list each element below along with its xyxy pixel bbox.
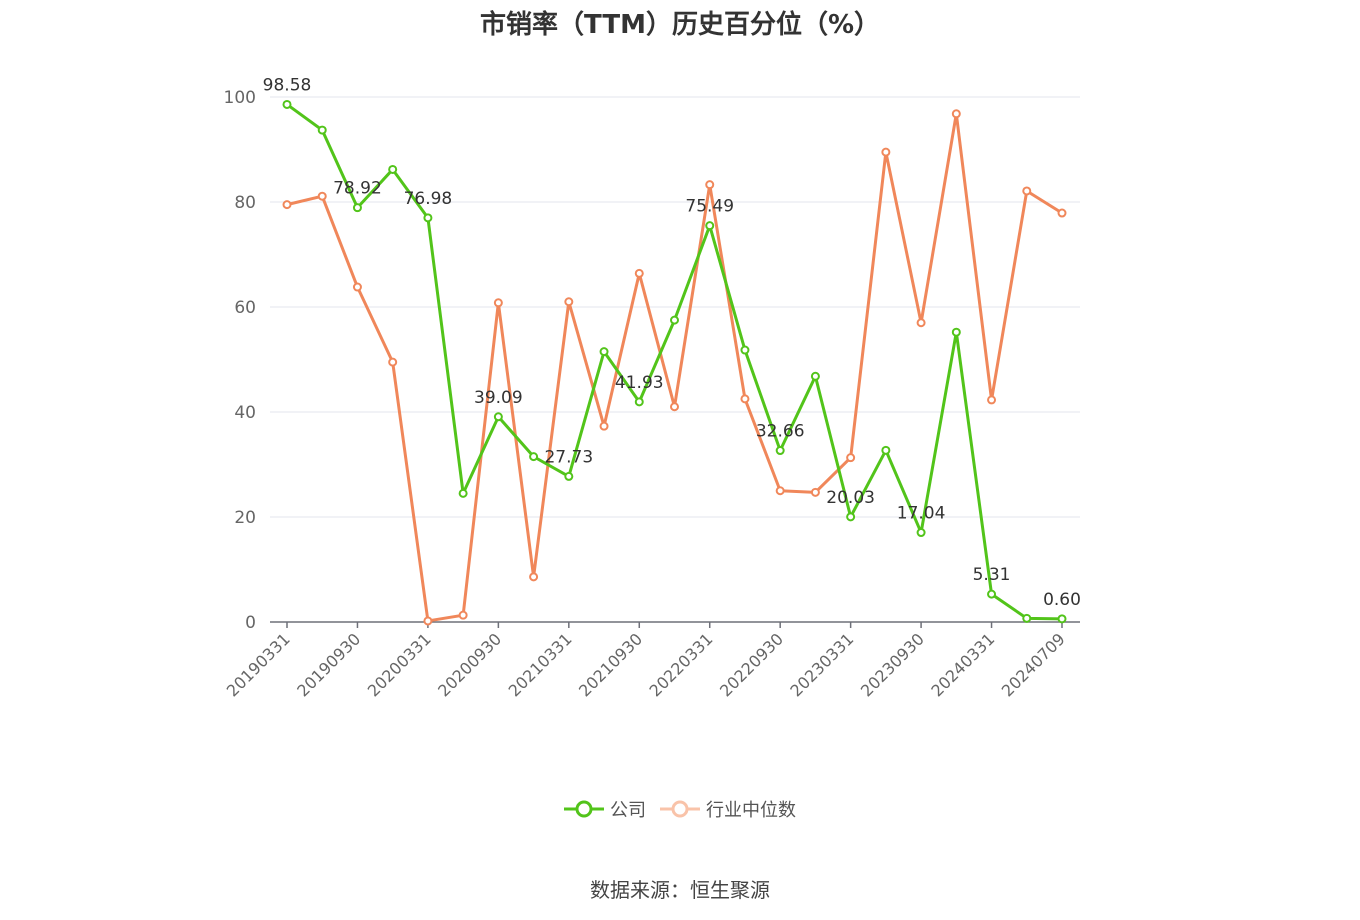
point-company xyxy=(599,347,609,357)
point-company xyxy=(846,512,856,522)
legend-item-industry-median[interactable]: 行业中位数 xyxy=(660,796,796,822)
point-company xyxy=(423,213,433,223)
legend: 公司 行业中位数 xyxy=(0,796,1360,822)
point-industry-median xyxy=(846,453,856,463)
data-label: 27.73 xyxy=(544,447,593,467)
legend-label-company: 公司 xyxy=(610,800,646,821)
x-tick-label: 20230331 xyxy=(786,629,857,700)
point-company xyxy=(388,164,398,174)
data-label: 17.04 xyxy=(897,504,946,524)
point-company xyxy=(1022,613,1032,623)
data-labels: 98.58 78.92 76.98 39.09 27.73 41.93 75.49 32.66… xyxy=(263,75,1081,609)
point-company xyxy=(705,221,715,231)
data-label: 75.49 xyxy=(685,197,734,217)
point-company xyxy=(529,452,539,462)
point-company xyxy=(352,203,362,213)
point-industry-median xyxy=(881,147,891,157)
data-label: 5.31 xyxy=(973,565,1011,585)
point-industry-median xyxy=(493,298,503,308)
y-tick-label: 40 xyxy=(234,403,256,423)
data-label: 20.03 xyxy=(826,488,875,508)
point-industry-median xyxy=(740,394,750,404)
point-company xyxy=(951,327,961,337)
point-industry-median xyxy=(810,487,820,497)
point-industry-median xyxy=(1057,208,1067,218)
point-industry-median xyxy=(670,402,679,412)
data-label: 76.98 xyxy=(404,189,453,209)
x-tick-label: 20210331 xyxy=(505,629,576,700)
grid-lines xyxy=(270,96,1080,518)
point-industry-median xyxy=(317,191,327,201)
y-tick-label: 100 xyxy=(224,88,256,108)
point-industry-median xyxy=(987,395,997,405)
point-company xyxy=(987,589,997,599)
y-tick-label: 20 xyxy=(234,508,256,528)
legend-label-industry-median: 行业中位数 xyxy=(706,800,796,821)
point-company xyxy=(740,345,750,355)
point-company xyxy=(670,315,679,325)
point-industry-median xyxy=(282,200,292,210)
series-layer xyxy=(282,99,1067,626)
point-industry-median xyxy=(388,357,398,367)
x-tick-label: 20190930 xyxy=(293,629,364,700)
point-industry-median xyxy=(775,486,785,496)
point-industry-median xyxy=(599,421,609,431)
x-tick-label: 20240709 xyxy=(998,629,1069,700)
point-industry-median xyxy=(352,282,362,292)
point-company xyxy=(282,99,292,109)
x-tick-label: 20220331 xyxy=(646,629,717,700)
data-label: 0.60 xyxy=(1043,590,1081,610)
point-company xyxy=(1057,614,1067,624)
chart-title: 市销率（TTM）历史百分位（%） xyxy=(480,10,880,40)
data-label: 32.66 xyxy=(756,422,805,442)
data-label: 98.58 xyxy=(263,75,312,95)
legend-item-company[interactable]: 公司 xyxy=(564,796,646,822)
point-company xyxy=(564,471,574,481)
point-industry-median xyxy=(529,572,539,582)
x-tick-label: 20240331 xyxy=(927,629,998,700)
x-tick-label: 20220930 xyxy=(716,629,787,700)
point-industry-median xyxy=(634,268,644,278)
point-industry-median xyxy=(564,297,574,307)
data-source: 数据来源：恒生聚源 xyxy=(590,878,770,902)
point-industry-median xyxy=(423,616,433,626)
point-company xyxy=(810,371,820,381)
point-company xyxy=(634,397,644,407)
point-industry-median xyxy=(916,318,926,328)
x-tick-label: 20200331 xyxy=(364,629,435,700)
point-company xyxy=(493,412,503,422)
point-company xyxy=(916,528,926,538)
point-industry-median xyxy=(951,109,961,119)
y-tick-label: 0 xyxy=(245,613,256,633)
data-label: 78.92 xyxy=(333,179,382,199)
x-tick-label: 20210930 xyxy=(575,629,646,700)
legend-line-circle-icon xyxy=(564,800,604,818)
x-tick-label: 20230930 xyxy=(857,629,928,700)
point-industry-median xyxy=(458,610,468,620)
point-industry-median xyxy=(1022,186,1032,196)
y-tick-label: 60 xyxy=(234,298,256,318)
data-label: 41.93 xyxy=(615,373,664,393)
legend-line-circle-icon xyxy=(660,800,700,818)
x-tick-label: 20200930 xyxy=(434,629,505,700)
point-company xyxy=(881,445,891,455)
point-company xyxy=(775,446,785,456)
point-company xyxy=(458,488,468,498)
data-label: 39.09 xyxy=(474,388,523,408)
x-tick-label: 20190331 xyxy=(223,629,294,700)
point-company xyxy=(317,125,327,135)
y-tick-label: 80 xyxy=(234,193,256,213)
point-industry-median xyxy=(705,180,715,190)
